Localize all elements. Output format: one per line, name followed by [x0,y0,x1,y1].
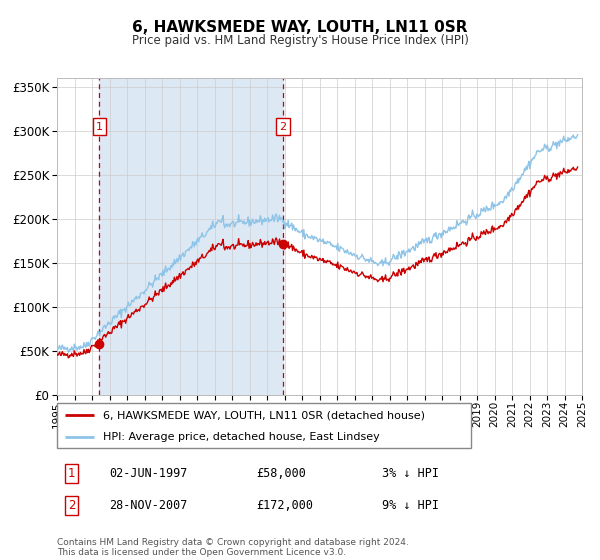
Text: 02-JUN-1997: 02-JUN-1997 [110,467,188,480]
Text: This data is licensed under the Open Government Licence v3.0.: This data is licensed under the Open Gov… [57,548,346,557]
Text: 1: 1 [96,122,103,132]
Text: 28-NOV-2007: 28-NOV-2007 [110,499,188,512]
Text: £172,000: £172,000 [257,499,314,512]
Text: £58,000: £58,000 [257,467,307,480]
Text: 6, HAWKSMEDE WAY, LOUTH, LN11 0SR: 6, HAWKSMEDE WAY, LOUTH, LN11 0SR [132,20,468,35]
Bar [100,78,283,395]
Text: 1: 1 [68,467,76,480]
Text: 2: 2 [280,122,286,132]
Text: Price paid vs. HM Land Registry's House Price Index (HPI): Price paid vs. HM Land Registry's House … [131,34,469,46]
Text: 6, HAWKSMEDE WAY, LOUTH, LN11 0SR (detached house): 6, HAWKSMEDE WAY, LOUTH, LN11 0SR (detac… [103,410,425,421]
Text: 3% ↓ HPI: 3% ↓ HPI [383,467,439,480]
Text: 9% ↓ HPI: 9% ↓ HPI [383,499,439,512]
Text: 2: 2 [68,499,76,512]
Text: Contains HM Land Registry data © Crown copyright and database right 2024.: Contains HM Land Registry data © Crown c… [57,538,409,547]
Text: HPI: Average price, detached house, East Lindsey: HPI: Average price, detached house, East… [103,432,379,442]
